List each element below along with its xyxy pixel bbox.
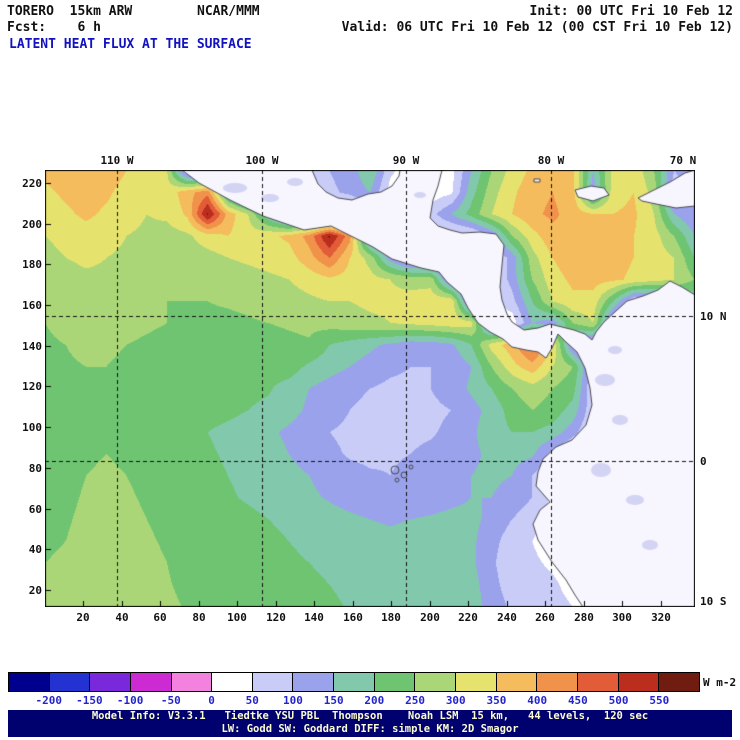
y-axis-tick-label: 80 bbox=[28, 462, 42, 475]
colorbar-tick-label: 200 bbox=[364, 694, 385, 707]
y-axis-tick-label: 160 bbox=[22, 299, 42, 312]
longitude-label: 70 N bbox=[669, 154, 697, 167]
colorbar-segment bbox=[659, 673, 699, 691]
colorbar-tick-label: 400 bbox=[527, 694, 548, 707]
x-axis-tick-label: 120 bbox=[266, 611, 286, 624]
colorbar-tick-label: 50 bbox=[245, 694, 259, 707]
colorbar-segment bbox=[577, 673, 619, 691]
x-axis-tick-label: 280 bbox=[574, 611, 594, 624]
x-axis-tick-label: 160 bbox=[343, 611, 363, 624]
colorbar-unit-label: W m-2 bbox=[703, 676, 737, 689]
colorbar-segment bbox=[537, 673, 578, 691]
longitude-label: 110 W bbox=[100, 154, 134, 167]
center-name-label: NCAR/MMM bbox=[197, 4, 260, 19]
colorbar-tick-label: -100 bbox=[116, 694, 144, 707]
x-axis-tick-label: 300 bbox=[612, 611, 632, 624]
colorbar-tick-label: 150 bbox=[323, 694, 344, 707]
colorbar-segment bbox=[496, 673, 538, 691]
colorbar-segment bbox=[293, 673, 335, 691]
x-axis-tick-label: 320 bbox=[651, 611, 671, 624]
y-axis-tick-label: 140 bbox=[22, 340, 42, 353]
latitude-label: 10 S bbox=[700, 595, 727, 608]
x-axis-tick-label: 200 bbox=[420, 611, 440, 624]
model-id-label: TORERO 15km ARW bbox=[7, 4, 133, 19]
colorbar-segment bbox=[334, 673, 375, 691]
colorbar-segment bbox=[9, 673, 50, 691]
colorbar-tick-label: 350 bbox=[486, 694, 507, 707]
init-time-label: Init: 00 UTC Fri 10 Feb 12 bbox=[529, 4, 734, 19]
y-axis-tick-label: 200 bbox=[22, 218, 42, 231]
latent-heat-flux-map bbox=[45, 170, 695, 607]
latitude-label: 10 N bbox=[700, 310, 727, 323]
field-title: LATENT HEAT FLUX AT THE SURFACE bbox=[9, 37, 252, 52]
colorbar-tick-label: 450 bbox=[567, 694, 588, 707]
x-axis-tick-label: 40 bbox=[115, 611, 129, 624]
x-axis-tick-label: 80 bbox=[192, 611, 206, 624]
colorbar-segment bbox=[456, 673, 497, 691]
y-axis-tick-label: 40 bbox=[28, 543, 42, 556]
longitude-label: 80 W bbox=[537, 154, 565, 167]
y-axis-tick-label: 100 bbox=[22, 421, 42, 434]
colorbar-tick-label: -200 bbox=[35, 694, 62, 707]
x-axis-tick-label: 20 bbox=[76, 611, 90, 624]
map-plot-area bbox=[45, 170, 695, 607]
y-axis-tick-label: 180 bbox=[22, 258, 42, 271]
model-info-footer: Model Info: V3.3.1 Tiedtke YSU PBL Thomp… bbox=[8, 710, 732, 737]
colorbar-segment bbox=[252, 673, 294, 691]
colorbar-tick-label: 100 bbox=[283, 694, 303, 707]
y-axis-tick-label: 120 bbox=[22, 380, 42, 393]
colorbar-tick-label: -50 bbox=[160, 694, 181, 707]
model-info-line-1: Model Info: V3.3.1 Tiedtke YSU PBL Thomp… bbox=[91, 710, 649, 722]
model-info-line-2: LW: Godd SW: Goddard DIFF: simple KM: 2D… bbox=[221, 723, 519, 735]
x-axis-tick-label: 220 bbox=[458, 611, 478, 624]
colorbar-segment bbox=[171, 673, 213, 691]
colorbar-tick-label: -150 bbox=[76, 694, 103, 707]
x-axis-tick-label: 180 bbox=[381, 611, 401, 624]
valid-time-label: Valid: 06 UTC Fri 10 Feb 12 (00 CST Fri … bbox=[341, 20, 733, 35]
forecast-hour-label: Fcst: 6 h bbox=[7, 20, 101, 35]
colorbar-tick-label: 0 bbox=[208, 694, 215, 707]
latitude-label: 0 bbox=[700, 455, 707, 468]
longitude-label: 90 W bbox=[392, 154, 420, 167]
y-axis-tick-label: 20 bbox=[28, 584, 42, 597]
colorbar-segment bbox=[618, 673, 660, 691]
colorbar bbox=[8, 672, 700, 692]
colorbar-tick-label: 300 bbox=[445, 694, 466, 707]
colorbar-segment bbox=[90, 673, 131, 691]
colorbar-tick-label: 250 bbox=[405, 694, 425, 707]
colorbar-segment bbox=[374, 673, 416, 691]
y-axis-tick-label: 220 bbox=[22, 177, 42, 190]
x-axis-tick-label: 100 bbox=[227, 611, 247, 624]
colorbar-segment bbox=[130, 673, 172, 691]
x-axis-tick-label: 260 bbox=[535, 611, 555, 624]
y-axis-tick-label: 60 bbox=[28, 503, 42, 516]
x-axis-tick-label: 140 bbox=[304, 611, 324, 624]
colorbar-segment bbox=[49, 673, 91, 691]
colorbar-segment bbox=[212, 673, 253, 691]
longitude-label: 100 W bbox=[245, 154, 279, 167]
colorbar-segment bbox=[415, 673, 457, 691]
x-axis-tick-label: 240 bbox=[497, 611, 517, 624]
x-axis-tick-label: 60 bbox=[153, 611, 167, 624]
colorbar-tick-label: 500 bbox=[608, 694, 629, 707]
colorbar-tick-label: 550 bbox=[649, 694, 670, 707]
